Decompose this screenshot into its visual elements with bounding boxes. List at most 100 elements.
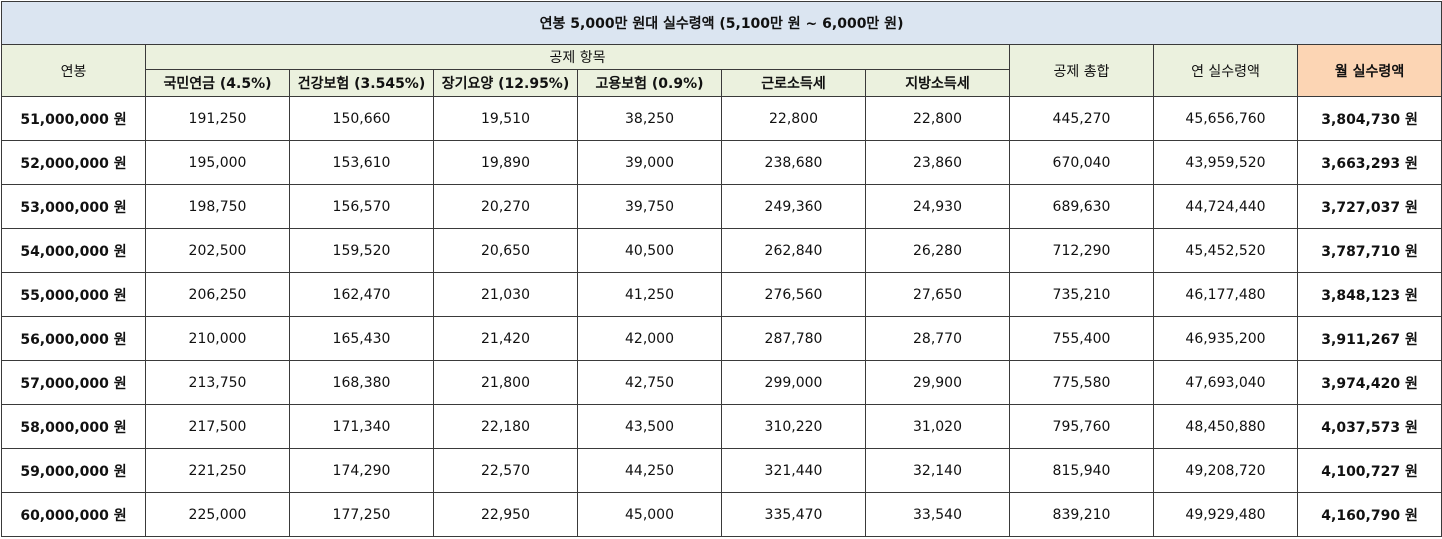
care-cell: 20,650 [433, 228, 578, 273]
salary-cell: 57,000,000 원 [1, 360, 146, 405]
monthly-net-cell: 4,160,790 원 [1296, 492, 1442, 537]
health-cell: 177,250 [289, 492, 434, 537]
pension-cell: 206,250 [145, 272, 290, 317]
local-tax-cell: 28,770 [865, 316, 1010, 361]
health-cell: 153,610 [289, 140, 434, 185]
table-row: 57,000,000 원 213,750 168,380 21,800 42,750 29… [1, 360, 1442, 405]
pension-cell: 225,000 [145, 492, 290, 537]
table-row: 56,000,000 원 210,000 165,430 21,420 42,000 28… [1, 316, 1442, 361]
monthly-net-cell: 3,727,037 원 [1296, 184, 1442, 229]
monthly-net-cell: 3,974,420 원 [1296, 360, 1442, 405]
pension-cell: 202,500 [145, 228, 290, 273]
local-tax-cell: 33,540 [865, 492, 1010, 537]
income-tax-cell: 22,800 [721, 96, 866, 141]
salary-cell: 51,000,000 원 [1, 96, 146, 141]
health-cell: 165,430 [289, 316, 434, 361]
salary-cell: 58,000,000 원 [1, 404, 146, 449]
total-deduction-cell: 670,040 [1009, 140, 1154, 185]
header-income-tax: 근로소득세 [721, 69, 866, 97]
pension-cell: 221,250 [145, 448, 290, 493]
total-deduction-cell: 775,580 [1009, 360, 1154, 405]
header-local-tax: 지방소득세 [865, 69, 1010, 97]
pension-cell: 198,750 [145, 184, 290, 229]
care-cell: 19,510 [433, 96, 578, 141]
salary-cell: 52,000,000 원 [1, 140, 146, 185]
annual-net-cell: 43,959,520 [1153, 140, 1298, 185]
monthly-net-cell: 3,848,123 원 [1296, 272, 1442, 317]
care-cell: 20,270 [433, 184, 578, 229]
monthly-net-cell: 3,663,293 원 [1296, 140, 1442, 185]
salary-cell: 59,000,000 원 [1, 448, 146, 493]
income-tax-cell: 276,560 [721, 272, 866, 317]
table-row: 55,000,000 원 206,250 162,470 21,030 41,250 27… [1, 272, 1442, 317]
health-cell: 150,660 [289, 96, 434, 141]
income-tax-cell: 299,000 [721, 360, 866, 405]
income-tax-cell: 238,680 [721, 140, 866, 185]
employment-cell: 38,250 [577, 96, 722, 141]
employment-cell: 42,750 [577, 360, 722, 405]
monthly-net-cell: 3,804,730 원 [1296, 96, 1442, 141]
total-deduction-cell: 795,760 [1009, 404, 1154, 449]
employment-cell: 39,750 [577, 184, 722, 229]
care-cell: 22,180 [433, 404, 578, 449]
care-cell: 21,030 [433, 272, 578, 317]
header-long-term-care: 장기요양 (12.95%) [433, 69, 578, 97]
table-row: 59,000,000 원 221,250 174,290 22,570 44,250 32… [1, 448, 1442, 493]
health-cell: 156,570 [289, 184, 434, 229]
table-row: 58,000,000 원 217,500 171,340 22,180 43,500 31… [1, 404, 1442, 449]
total-deduction-cell: 755,400 [1009, 316, 1154, 361]
table-body: 51,000,000 원 191,250 150,660 19,510 38,250 22… [1, 96, 1442, 537]
salary-cell: 56,000,000 원 [1, 316, 146, 361]
monthly-net-cell: 4,037,573 원 [1296, 404, 1442, 449]
salary-cell: 54,000,000 원 [1, 228, 146, 273]
pension-cell: 213,750 [145, 360, 290, 405]
salary-cell: 60,000,000 원 [1, 492, 146, 537]
total-deduction-cell: 735,210 [1009, 272, 1154, 317]
pension-cell: 217,500 [145, 404, 290, 449]
employment-cell: 45,000 [577, 492, 722, 537]
income-tax-cell: 249,360 [721, 184, 866, 229]
total-deduction-cell: 815,940 [1009, 448, 1154, 493]
income-tax-cell: 310,220 [721, 404, 866, 449]
annual-net-cell: 49,929,480 [1153, 492, 1298, 537]
header-total-deduction: 공제 총합 [1009, 44, 1154, 97]
employment-cell: 43,500 [577, 404, 722, 449]
annual-net-cell: 46,177,480 [1153, 272, 1298, 317]
care-cell: 22,950 [433, 492, 578, 537]
local-tax-cell: 22,800 [865, 96, 1010, 141]
salary-cell: 53,000,000 원 [1, 184, 146, 229]
header-employment-insurance: 고용보험 (0.9%) [577, 69, 722, 97]
annual-net-cell: 45,452,520 [1153, 228, 1298, 273]
health-cell: 174,290 [289, 448, 434, 493]
monthly-net-cell: 4,100,727 원 [1296, 448, 1442, 493]
health-cell: 159,520 [289, 228, 434, 273]
monthly-net-cell: 3,911,267 원 [1296, 316, 1442, 361]
total-deduction-cell: 445,270 [1009, 96, 1154, 141]
local-tax-cell: 24,930 [865, 184, 1010, 229]
income-tax-cell: 287,780 [721, 316, 866, 361]
local-tax-cell: 31,020 [865, 404, 1010, 449]
header-health-insurance: 건강보험 (3.545%) [289, 69, 434, 97]
local-tax-cell: 26,280 [865, 228, 1010, 273]
monthly-net-cell: 3,787,710 원 [1296, 228, 1442, 273]
care-cell: 21,420 [433, 316, 578, 361]
pension-cell: 191,250 [145, 96, 290, 141]
header-deductions-group: 공제 항목 [145, 44, 1010, 70]
employment-cell: 41,250 [577, 272, 722, 317]
annual-net-cell: 48,450,880 [1153, 404, 1298, 449]
header-annual-net: 연 실수령액 [1153, 44, 1298, 97]
annual-net-cell: 49,208,720 [1153, 448, 1298, 493]
annual-net-cell: 44,724,440 [1153, 184, 1298, 229]
health-cell: 171,340 [289, 404, 434, 449]
local-tax-cell: 32,140 [865, 448, 1010, 493]
health-cell: 168,380 [289, 360, 434, 405]
annual-net-cell: 46,935,200 [1153, 316, 1298, 361]
salary-cell: 55,000,000 원 [1, 272, 146, 317]
table-row: 51,000,000 원 191,250 150,660 19,510 38,250 22… [1, 96, 1442, 141]
annual-net-cell: 47,693,040 [1153, 360, 1298, 405]
total-deduction-cell: 689,630 [1009, 184, 1154, 229]
local-tax-cell: 23,860 [865, 140, 1010, 185]
employment-cell: 44,250 [577, 448, 722, 493]
health-cell: 162,470 [289, 272, 434, 317]
